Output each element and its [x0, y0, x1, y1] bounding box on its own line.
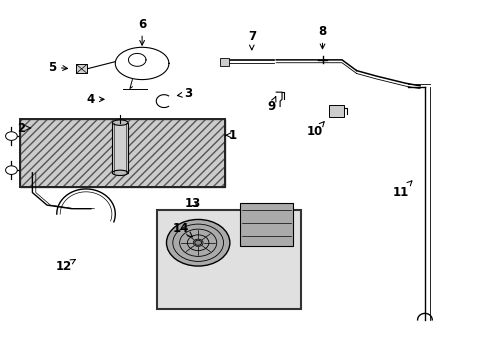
- Text: 9: 9: [266, 97, 275, 113]
- Text: 1: 1: [225, 129, 236, 142]
- Circle shape: [5, 132, 17, 140]
- Ellipse shape: [112, 120, 128, 125]
- Text: 13: 13: [185, 197, 201, 210]
- Text: 4: 4: [86, 93, 104, 106]
- Text: 2: 2: [17, 122, 31, 135]
- Text: 11: 11: [391, 181, 411, 199]
- Text: 14: 14: [173, 222, 192, 237]
- Text: 6: 6: [138, 18, 146, 45]
- Circle shape: [166, 220, 229, 266]
- Bar: [20, 119, 224, 187]
- Bar: [239, 203, 293, 246]
- Text: 7: 7: [247, 30, 255, 50]
- Text: 12: 12: [56, 260, 75, 273]
- Bar: [220, 58, 228, 66]
- Text: 3: 3: [177, 87, 192, 100]
- Ellipse shape: [112, 170, 128, 176]
- Text: 5: 5: [48, 60, 67, 73]
- Text: 10: 10: [306, 122, 324, 138]
- Bar: [328, 105, 344, 117]
- Circle shape: [194, 240, 201, 245]
- Text: 8: 8: [318, 25, 326, 49]
- Bar: [76, 64, 87, 73]
- Bar: [20, 119, 224, 187]
- Bar: [157, 211, 300, 309]
- Circle shape: [5, 166, 17, 175]
- Bar: [112, 123, 128, 173]
